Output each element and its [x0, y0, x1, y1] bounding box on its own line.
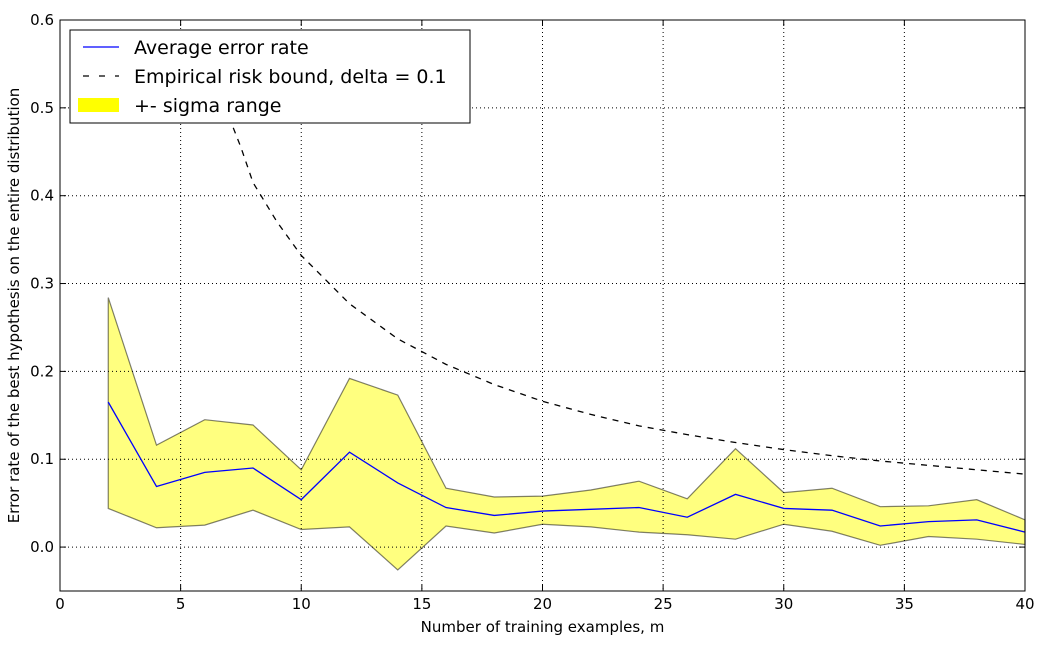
y-tick-label: 0.6	[30, 11, 54, 29]
legend-frame	[69, 29, 471, 124]
sigma-band	[107, 297, 1026, 571]
legend-label-sigma-range: +- sigma range	[134, 95, 282, 117]
y-axis-label: Error rate of the best hypothesis on the…	[5, 88, 23, 524]
tick-layer: 0 5 10 15 20 25 30 35 40 0.0 0.1 0.2 0.3 0.4 0.5 0.6	[30, 11, 1034, 613]
legend-label-risk-bound: Empirical risk bound, delta = 0.1	[134, 66, 447, 88]
x-tick-label: 25	[654, 595, 673, 613]
x-tick-label: 0	[55, 595, 65, 613]
sigma-band-layer	[107, 297, 1026, 571]
series-risk-bound-line	[228, 116, 1026, 475]
x-tick-label: 5	[176, 595, 186, 613]
x-tick-label: 20	[533, 595, 552, 613]
y-tick-label: 0.4	[30, 187, 54, 205]
y-tick-label: 0.5	[30, 99, 54, 117]
x-tick-label: 10	[292, 595, 311, 613]
x-tick-label: 35	[895, 595, 914, 613]
y-tick-label: 0.0	[30, 538, 54, 556]
series-layer	[107, 116, 1026, 533]
y-tick-label: 0.3	[30, 275, 54, 293]
x-tick-label: 15	[412, 595, 431, 613]
x-axis-label: Number of training examples, m	[421, 618, 665, 636]
series-average-error-line	[107, 401, 1026, 533]
y-tick-label: 0.2	[30, 362, 54, 380]
legend-swatch-sigma-range	[78, 98, 119, 112]
x-tick-label: 30	[774, 595, 793, 613]
legend-label-average-error: Average error rate	[134, 37, 309, 59]
y-tick-label: 0.1	[30, 450, 54, 468]
x-tick-label: 40	[1015, 595, 1034, 613]
legend: Average error rate Empirical risk bound,…	[69, 29, 471, 124]
